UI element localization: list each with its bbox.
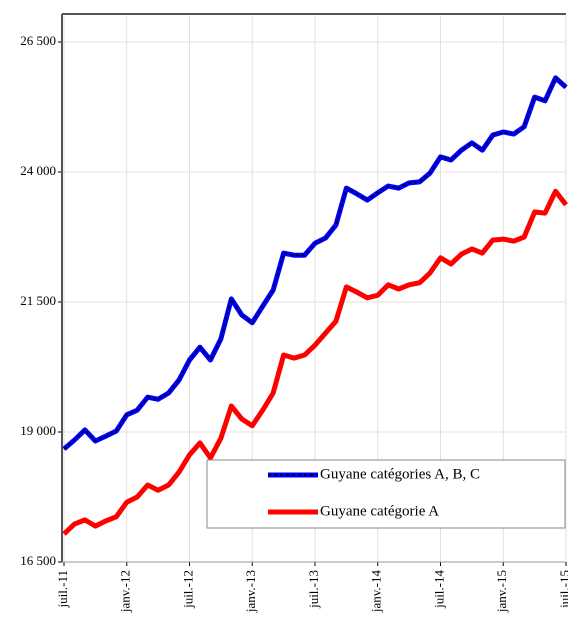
series-line (62, 188, 568, 536)
x-tick-label: janv.-12 (118, 570, 133, 613)
y-tick-label: 26 500 (20, 33, 56, 48)
x-tick-label: juil.-11 (55, 570, 70, 608)
series-line-core (63, 76, 567, 450)
legend-label: Guyane catégorie A (320, 503, 439, 519)
x-tick-label: janv.-14 (369, 570, 384, 614)
x-tick-label: janv.-15 (494, 570, 509, 613)
y-tick-label: 21 500 (20, 293, 56, 308)
y-tick-label: 19 000 (20, 423, 56, 438)
x-tick-label: juil.-12 (180, 570, 195, 609)
y-tick-label: 24 000 (20, 163, 56, 178)
legend-box (206, 459, 566, 529)
x-tick-label: juil.-13 (306, 570, 321, 609)
y-tick-label: 16 500 (20, 553, 56, 568)
x-tick-label: juil.-15 (557, 570, 568, 609)
x-tick-label: janv.-13 (243, 570, 258, 613)
legend-label: Guyane catégories A, B, C (320, 466, 480, 482)
x-tick-label: juil.-14 (431, 570, 446, 609)
